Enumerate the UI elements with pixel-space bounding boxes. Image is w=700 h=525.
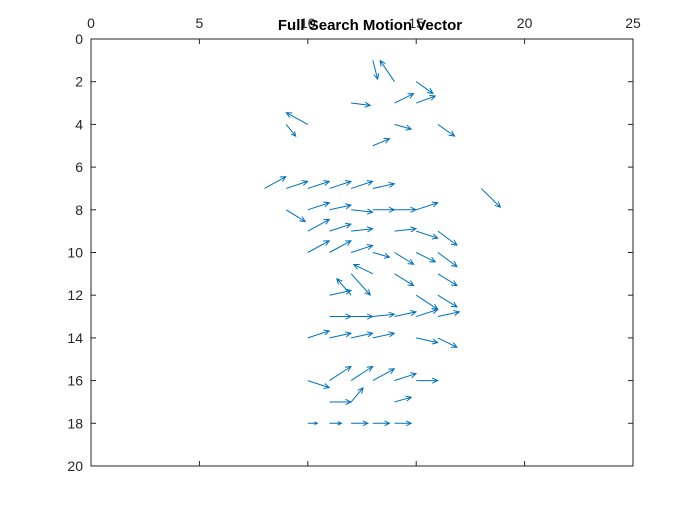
- vector-arrow: [285, 112, 309, 125]
- vectors-layer: [264, 59, 502, 427]
- vector-arrow: [285, 124, 297, 138]
- vector-arrow: [351, 226, 374, 233]
- chart-title: Full Search Motion Vector: [278, 17, 462, 34]
- vector-arrow: [350, 386, 364, 403]
- vector-arrow: [437, 337, 458, 348]
- vector-arrow: [394, 226, 418, 233]
- vector-arrow: [307, 180, 331, 189]
- vector-arrow: [351, 180, 374, 189]
- x-tick-label: 15: [408, 15, 424, 31]
- y-tick-label: 16: [67, 373, 83, 389]
- x-tick-label: 10: [300, 15, 316, 31]
- vector-arrow: [394, 93, 415, 104]
- vector-arrow: [307, 218, 331, 232]
- vector-arrow: [351, 420, 370, 427]
- vector-arrow: [307, 201, 331, 211]
- vector-arrow: [437, 294, 458, 308]
- vector-arrow: [480, 188, 502, 209]
- vector-arrow: [329, 240, 352, 253]
- vector-arrow: [416, 230, 439, 240]
- y-tick-label: 20: [67, 458, 83, 474]
- vector-arrow: [437, 309, 461, 318]
- y-tick-label: 4: [75, 116, 83, 132]
- vector-arrow: [285, 209, 307, 223]
- vector-arrow: [416, 308, 439, 318]
- vector-arrow: [336, 277, 352, 296]
- vector-arrow: [372, 420, 391, 427]
- vector-arrow: [329, 421, 343, 426]
- vector-arrow: [437, 230, 458, 246]
- vector-arrow: [394, 395, 413, 403]
- y-tick-label: 10: [67, 245, 83, 261]
- vector-arrow: [372, 331, 396, 339]
- vector-arrow: [437, 123, 456, 137]
- vector-arrow: [416, 337, 439, 345]
- vector-arrow: [394, 372, 418, 382]
- vector-arrow: [372, 137, 391, 147]
- y-tick-label: 14: [67, 330, 83, 346]
- vector-arrow: [307, 329, 331, 339]
- vector-arrow: [351, 244, 374, 253]
- vector-arrow: [394, 309, 418, 318]
- vector-arrow: [307, 240, 331, 253]
- vector-arrow: [351, 313, 374, 320]
- x-tick-label: 5: [196, 15, 204, 31]
- x-tick-label: 20: [517, 15, 533, 31]
- vector-arrow: [329, 331, 353, 339]
- vector-arrow: [415, 81, 434, 95]
- y-tick-label: 2: [75, 74, 83, 90]
- vector-arrow: [416, 94, 437, 104]
- vector-arrow: [350, 365, 374, 382]
- vector-arrow: [416, 201, 439, 211]
- vector-arrow: [329, 365, 352, 382]
- vector-arrow: [416, 377, 439, 384]
- vector-arrow: [372, 60, 380, 81]
- y-tick-label: 6: [75, 159, 83, 175]
- vector-arrow: [264, 176, 287, 189]
- vector-arrow: [352, 263, 374, 275]
- vector-arrow: [415, 252, 437, 263]
- vector-arrow: [351, 331, 374, 339]
- vector-arrow: [329, 222, 353, 232]
- vector-arrow: [394, 206, 418, 213]
- vector-arrow: [372, 181, 396, 189]
- vector-arrow: [379, 59, 395, 82]
- vector-arrow: [285, 180, 309, 189]
- x-tick-label: 0: [87, 15, 95, 31]
- y-tick-label: 0: [75, 31, 83, 47]
- vector-arrow: [329, 180, 353, 189]
- y-tick-label: 18: [67, 415, 83, 431]
- vector-arrow: [372, 311, 396, 318]
- vector-arrow: [329, 398, 353, 406]
- y-tick-label: 12: [67, 287, 83, 303]
- vector-arrow: [394, 123, 413, 131]
- ticks-layer: 0 5 10 15 20 25 0 2 4 6 8 10 12 14 16 18 20: [67, 15, 641, 474]
- vector-arrow: [351, 208, 374, 215]
- vector-arrow: [350, 273, 372, 296]
- plot-area-box: [90, 38, 634, 467]
- x-tick-label: 25: [625, 15, 641, 31]
- vector-arrow: [307, 380, 331, 389]
- vector-arrow: [307, 421, 319, 426]
- y-tick-label: 8: [75, 202, 83, 218]
- vector-arrow: [394, 252, 415, 265]
- vector-arrow: [394, 273, 415, 287]
- vector-arrow: [329, 203, 353, 211]
- plot-axes: [90, 38, 634, 467]
- vector-arrow: [329, 313, 353, 320]
- vector-arrow: [437, 273, 458, 287]
- vector-arrow: [372, 206, 396, 213]
- vector-arrow: [372, 252, 391, 259]
- vector-arrow: [437, 252, 458, 268]
- vector-arrow: [351, 101, 372, 108]
- vector-arrow: [372, 368, 396, 382]
- vector-arrow: [394, 420, 413, 427]
